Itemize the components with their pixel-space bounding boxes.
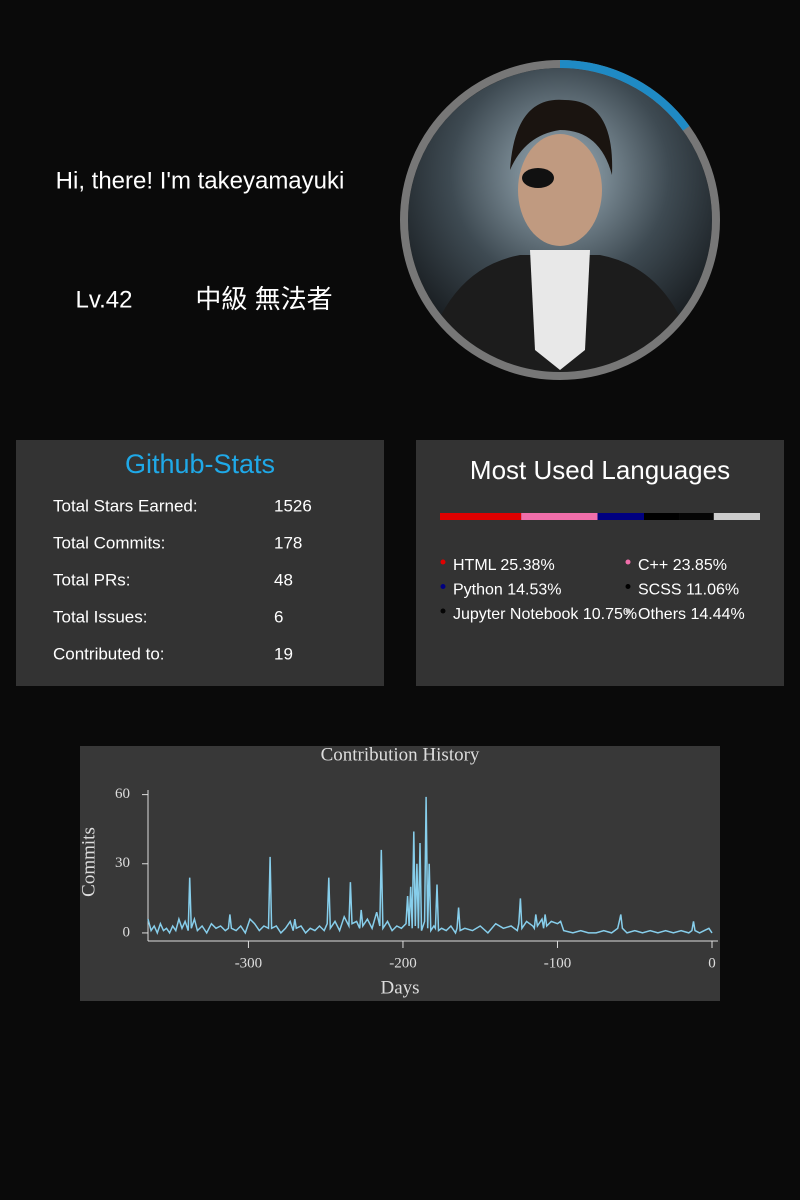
x-tick-label: -300 [235,955,263,971]
legend-dot [625,584,631,589]
legend-dot [440,559,446,565]
legend-dot [625,608,631,614]
stats-card [16,440,384,686]
chart: 0 30 60 -300 -200 -100 0 [115,786,718,971]
language-bar [679,513,714,520]
stat-label: Total Commits: [53,533,165,552]
level: Lv.42 [76,286,133,313]
languages-card [416,440,784,686]
language-label: HTML 25.38% [453,557,555,574]
stat-value: 19 [274,644,293,663]
language-label: Python 14.53% [453,582,562,599]
stat-value: 48 [274,570,293,589]
stats-title: Github-Stats [125,449,275,479]
stat-label: Total Stars Earned: [53,496,198,515]
x-tick-label: -100 [544,955,572,971]
stats-rows: Total Stars Earned: 1526 Total Commits: 178… [53,496,312,663]
stat-value: 1526 [274,496,312,515]
y-tick-label: 0 [123,924,131,940]
x-tick-label: -200 [389,955,417,971]
language-bar [597,513,645,520]
greeting: Hi, there! I'm takeyamayuki [56,167,345,194]
legend-dot [440,608,446,614]
avatar [400,60,720,380]
languages: HTML 25.38% C++ 23.85% Python 14.53% SCSS 1… [440,513,760,623]
languages-title: Most Used Languages [470,455,730,485]
stat-label: Total Issues: [53,607,148,626]
language-bar [713,513,760,520]
language-label: Others 14.44% [638,606,745,623]
x-axis-label: Days [380,977,419,998]
language-bar [521,513,598,520]
language-label: Jupyter Notebook 10.75% [453,606,637,623]
language-label: SCSS 11.06% [638,582,739,599]
legend-dot [625,559,631,565]
stat-value: 6 [274,607,283,626]
rank: 中級 無法者 [195,284,332,314]
y-axis-label: Commits [78,827,99,897]
language-bar [644,513,680,520]
chart-title: Contribution History [321,744,480,765]
language-label: C++ 23.85% [638,557,727,574]
level-progress [559,60,690,131]
stat-label: Total PRs: [53,570,130,589]
chart-panel [80,746,720,1001]
x-tick-label: 0 [708,955,716,971]
y-tick-label: 60 [115,786,130,802]
stat-value: 178 [274,533,302,552]
line-series [147,796,713,935]
legend-dot [440,584,446,589]
stat-label: Contributed to: [53,644,165,663]
y-tick-label: 30 [115,855,130,871]
language-bar [440,513,522,520]
